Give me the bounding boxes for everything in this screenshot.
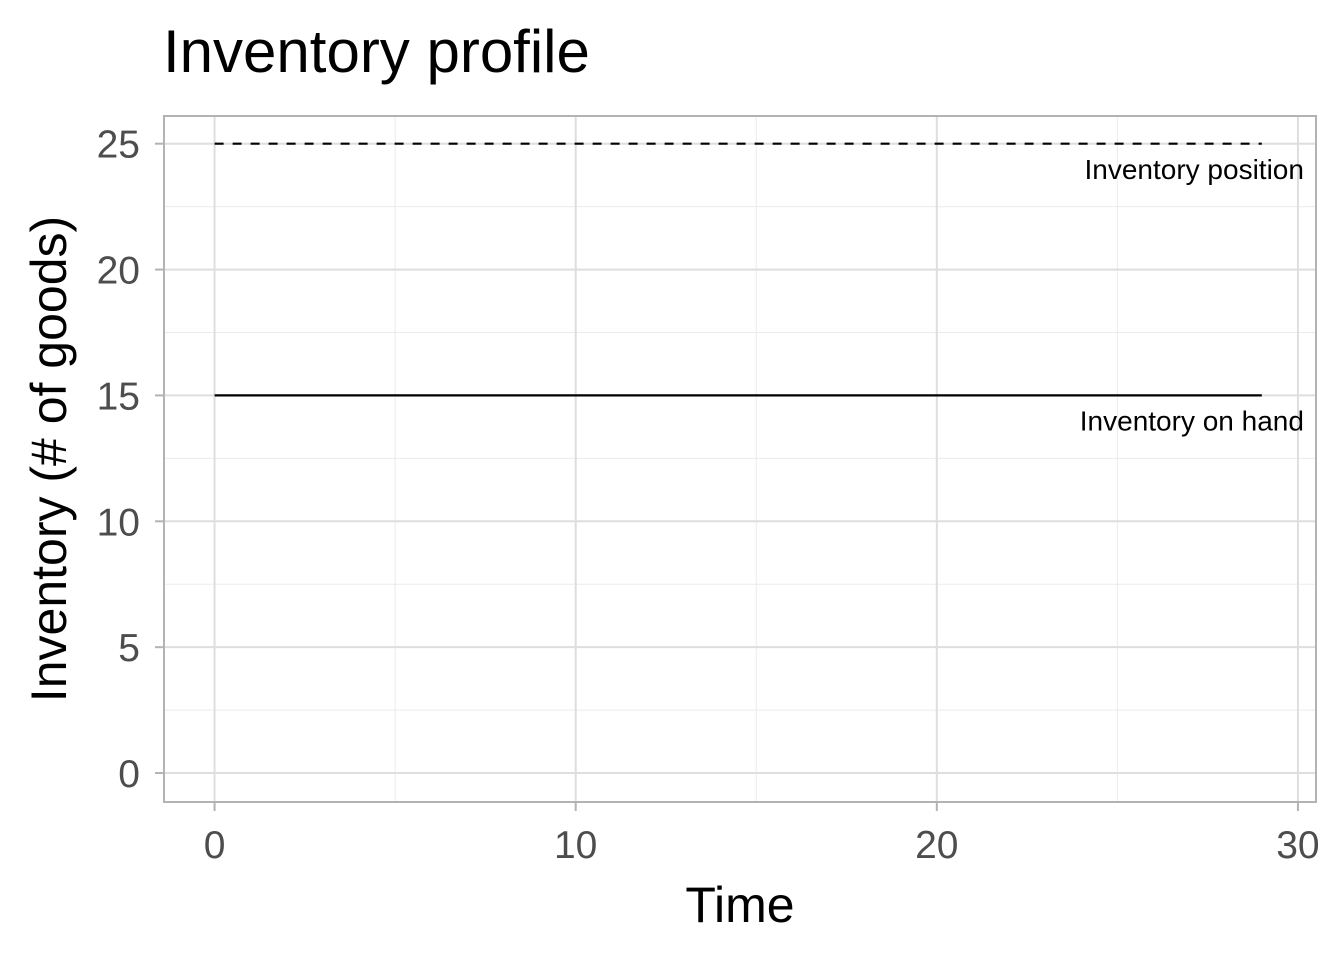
y-axis: 0 5 10 15 20 25 [97, 124, 164, 796]
y-tick-label: 20 [97, 250, 140, 293]
x-axis-title: Time [685, 877, 794, 933]
y-tick-label: 10 [97, 501, 140, 544]
annotation-label: Inventory position [1084, 154, 1303, 185]
y-tick-label: 15 [97, 375, 140, 418]
x-tick-label: 20 [915, 824, 958, 867]
series-layer [214, 142, 1262, 397]
y-tick-label: 0 [118, 753, 140, 796]
plot-panel-border [163, 115, 1317, 803]
grid [164, 116, 1316, 802]
x-tick-label: 30 [1276, 824, 1319, 867]
annotation-layer: Inventory position Inventory on hand [1080, 154, 1304, 437]
y-axis-title: Inventory (# of goods) [21, 216, 77, 702]
x-axis: 0 10 20 30 [204, 802, 1320, 867]
chart-title: Inventory profile [163, 18, 590, 85]
y-tick-label: 25 [97, 124, 140, 167]
y-tick-label: 5 [118, 627, 140, 670]
annotation-label: Inventory on hand [1080, 406, 1304, 437]
x-tick-label: 10 [554, 824, 597, 867]
x-tick-label: 0 [204, 824, 226, 867]
